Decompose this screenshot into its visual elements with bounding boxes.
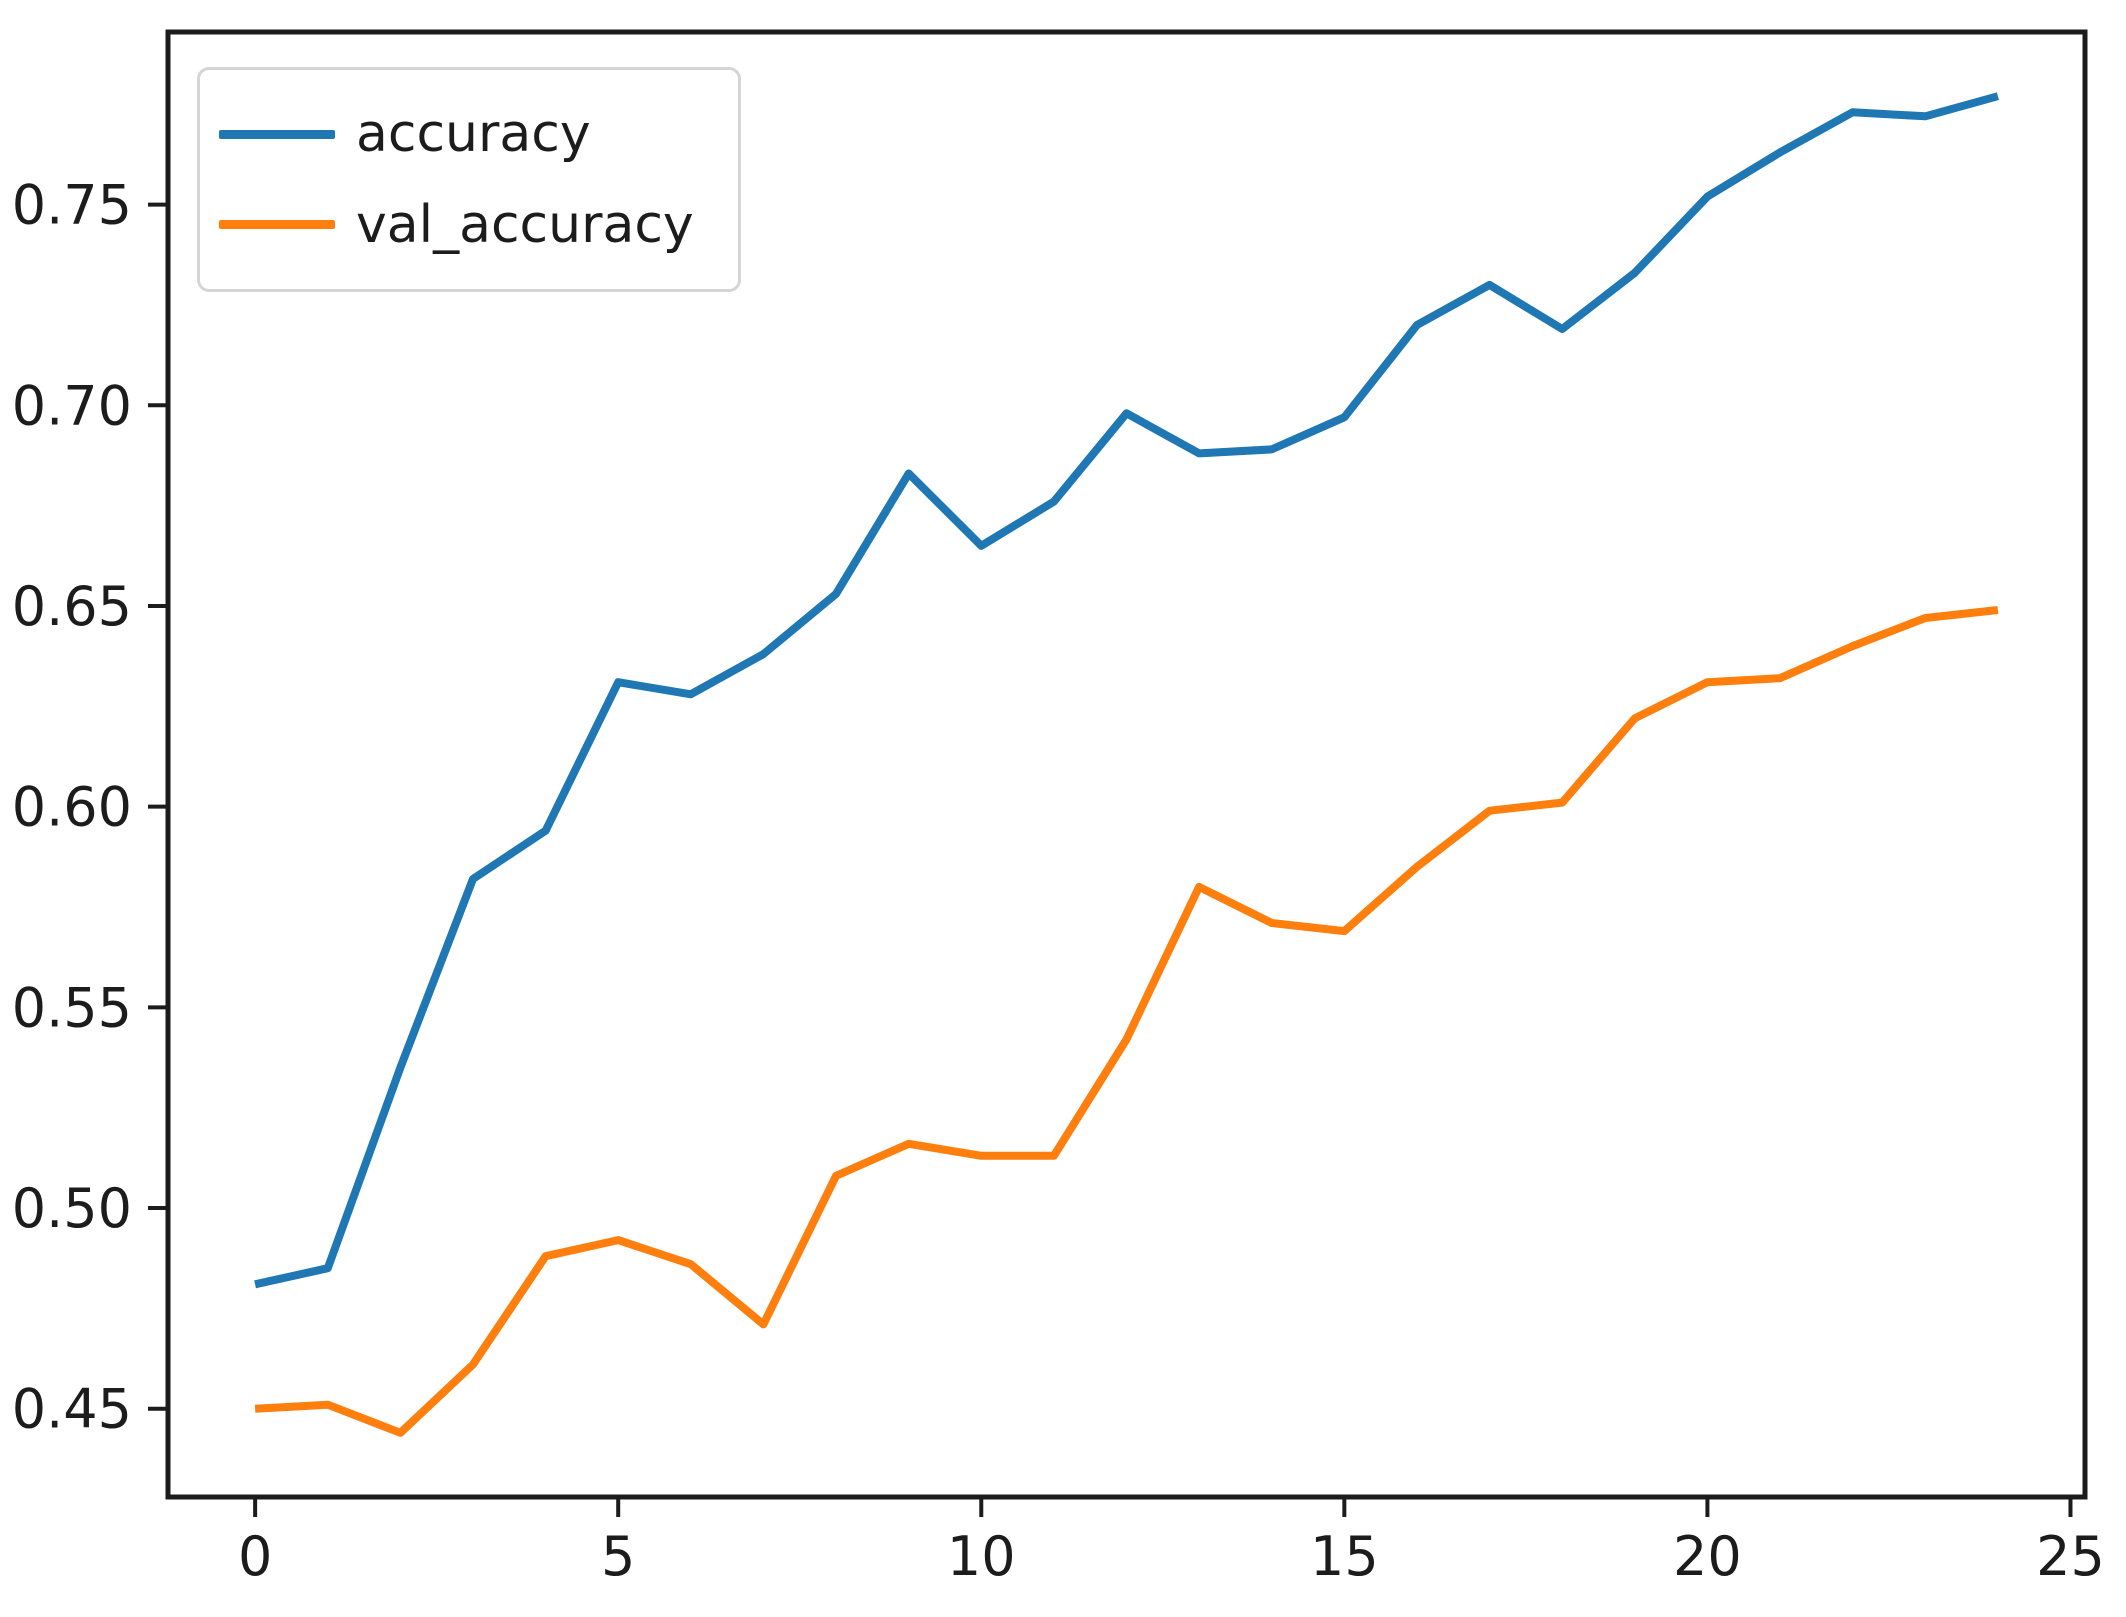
accuracy-line	[254, 92, 1999, 1289]
x-tick-label: 0	[238, 1525, 272, 1588]
val-accuracy-line-swatch	[219, 220, 335, 230]
y-tick-label: 0.55	[12, 976, 132, 1039]
legend-label-accuracy: accuracy	[356, 104, 591, 165]
x-tick-label: 25	[2036, 1525, 2105, 1588]
y-tick-label: 0.60	[12, 776, 132, 839]
axes-frame	[165, 29, 2088, 1500]
val_accuracy-line	[254, 606, 1999, 1437]
y-tick-label: 0.50	[12, 1177, 132, 1240]
y-tick-label: 0.70	[12, 374, 132, 437]
y-tick-label: 0.45	[12, 1378, 132, 1441]
legend: accuracy val_accuracy	[197, 67, 741, 292]
legend-label-val-accuracy: val_accuracy	[356, 194, 694, 255]
legend-item-accuracy: accuracy	[219, 108, 738, 160]
x-tick-label: 20	[1673, 1525, 1742, 1588]
accuracy-line-swatch	[219, 129, 335, 139]
x-tick-label: 5	[601, 1525, 635, 1588]
x-tick-label: 15	[1310, 1525, 1379, 1588]
y-tick-label: 0.75	[12, 174, 132, 237]
legend-item-val-accuracy: val_accuracy	[219, 199, 738, 251]
y-tick-label: 0.65	[12, 575, 132, 638]
x-tick-label: 10	[947, 1525, 1016, 1588]
